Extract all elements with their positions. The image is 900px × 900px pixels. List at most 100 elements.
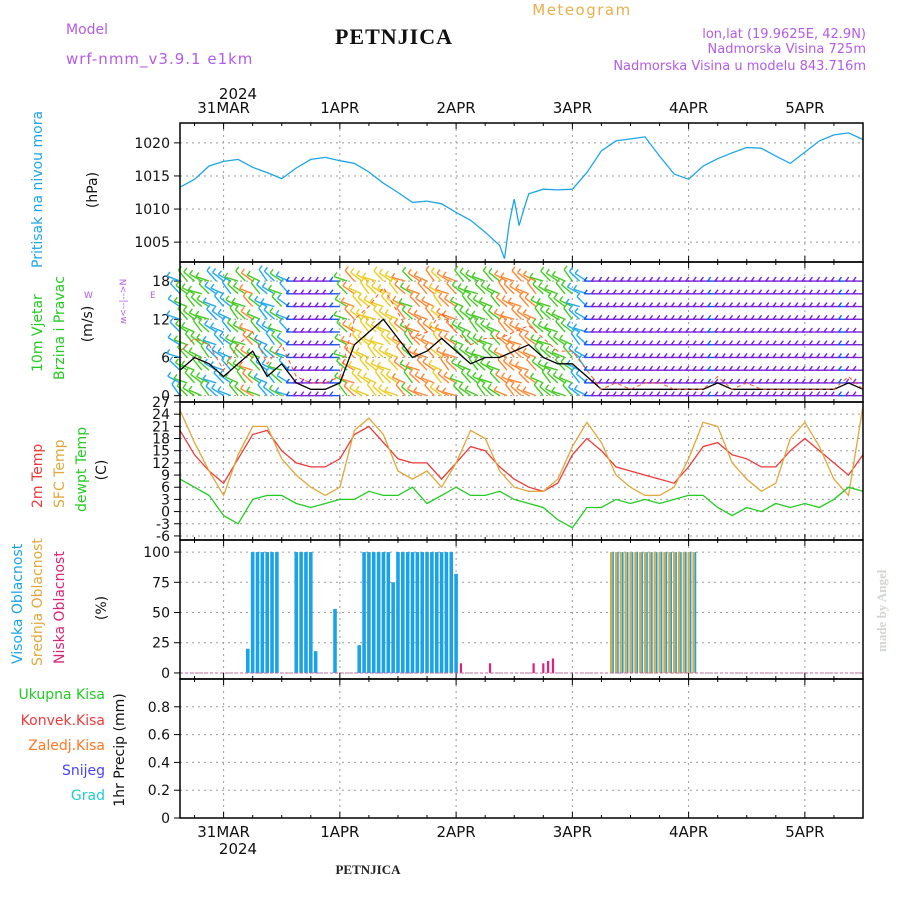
wind-barb-tick — [503, 318, 508, 324]
wind-barb-tick — [343, 381, 348, 387]
cloud-bar — [684, 552, 687, 673]
wind-barb-tick — [794, 378, 799, 384]
wind-barb-tick — [779, 289, 784, 295]
wind-barb-tick — [405, 323, 411, 328]
wind-barb-tick — [355, 385, 360, 391]
wind-barb — [388, 359, 399, 371]
wind-barb — [539, 386, 552, 397]
cloud-bar — [641, 552, 643, 673]
wind-barb-tick — [823, 276, 828, 282]
y-tick-label: 24 — [152, 407, 170, 423]
wind-unit: (m/s) — [80, 306, 96, 343]
wind-barb-tick — [634, 391, 639, 397]
wind-barb-tick — [634, 365, 639, 371]
wind-barb-tick — [583, 314, 588, 320]
wind-barb-tick — [648, 378, 654, 384]
cloud-bar — [270, 552, 274, 673]
wind-barb-tick — [414, 371, 419, 376]
wind-barb-tick — [425, 265, 430, 271]
wind-barb-tick — [648, 302, 654, 307]
wind-barb-tick — [424, 342, 429, 348]
wind-barb-tick — [210, 322, 215, 328]
wind-barb-tick — [605, 340, 610, 346]
wind-barb-tick — [619, 289, 625, 295]
wind-barb-tick — [583, 327, 588, 333]
wind-barb-tick — [205, 343, 210, 349]
wind-barb-tick — [240, 345, 245, 351]
wind-barb-tick — [531, 357, 536, 362]
wind-barb — [469, 320, 479, 333]
wind-barb — [515, 287, 530, 295]
wind-barb-tick — [357, 331, 362, 337]
wind-barb-tick — [334, 333, 339, 339]
wind-barb-tick — [612, 353, 617, 358]
wind-barb-tick — [517, 268, 522, 274]
cloud-bar — [639, 552, 642, 673]
wind-barb-tick — [663, 302, 668, 307]
wind-barb — [344, 308, 355, 320]
wind-barb — [425, 269, 435, 282]
wind-barb-tick — [554, 355, 560, 361]
wind-barb-tick — [537, 359, 542, 365]
wind-barb-tick — [300, 340, 305, 346]
wind-barb-tick — [508, 358, 513, 364]
wind-barb-tick — [534, 303, 539, 309]
wind-barb-tick — [420, 334, 426, 340]
wind-barb-tick — [736, 378, 741, 384]
wind-barb-tick — [565, 298, 570, 304]
precip-panel: 00.20.40.60.8 — [148, 678, 864, 827]
wind-barb-tick — [538, 282, 543, 287]
wind-barb — [551, 351, 566, 359]
wind-barb-tick — [707, 314, 712, 320]
wind-barb-tick — [260, 298, 265, 303]
wind-barb — [169, 321, 181, 333]
wind-barb — [480, 362, 493, 371]
wind-barbs — [166, 265, 863, 397]
wind-barb — [472, 298, 486, 308]
wind-barb-tick — [728, 391, 734, 397]
wind-barb-tick — [583, 340, 588, 346]
wind-barb-tick — [378, 306, 383, 312]
wind-barb-tick — [510, 381, 515, 387]
wind-barb-tick — [196, 372, 201, 377]
wind-barb — [249, 359, 261, 371]
wind-barb-tick — [787, 353, 792, 358]
wind-barb — [568, 270, 581, 282]
wind-barb — [482, 346, 493, 358]
cloud-bar — [294, 552, 299, 673]
wind-barb-tick — [605, 353, 610, 358]
wind-barb — [414, 374, 428, 384]
wind-barb — [545, 349, 559, 359]
wind-barb — [167, 375, 181, 384]
wind-barb-tick — [442, 310, 447, 315]
wind-barb-tick — [184, 329, 190, 335]
wind-barb-tick — [478, 296, 483, 302]
wind-barb — [494, 273, 508, 282]
wind-barb-tick — [263, 305, 268, 311]
wind-barb — [356, 273, 370, 282]
cloud-bar — [651, 552, 653, 673]
wind-barb-tick — [794, 289, 799, 295]
wind-barb — [334, 298, 348, 308]
wind-barb-tick — [678, 314, 683, 320]
wind-barb-tick — [518, 330, 523, 335]
wind-barb — [394, 284, 406, 295]
speed-line — [179, 318, 864, 390]
wind-barb — [495, 335, 508, 346]
wind-barb — [210, 326, 224, 333]
wind-barb-tick — [347, 360, 353, 366]
wind-barb — [401, 386, 413, 397]
pressure-frame — [179, 122, 864, 263]
wind-barb-tick — [322, 353, 327, 358]
wind-barb — [205, 385, 217, 397]
wind-barb — [254, 299, 268, 308]
wind-barb — [366, 384, 377, 397]
wind-barb-tick — [202, 297, 207, 303]
wind-barb — [176, 385, 188, 397]
wind-barb — [478, 378, 493, 384]
wind-barb-tick — [173, 296, 178, 302]
wind-barb-tick — [256, 280, 261, 286]
wind-barb — [183, 271, 195, 282]
wind-barb — [174, 300, 188, 308]
wind-barb-tick — [503, 279, 508, 285]
